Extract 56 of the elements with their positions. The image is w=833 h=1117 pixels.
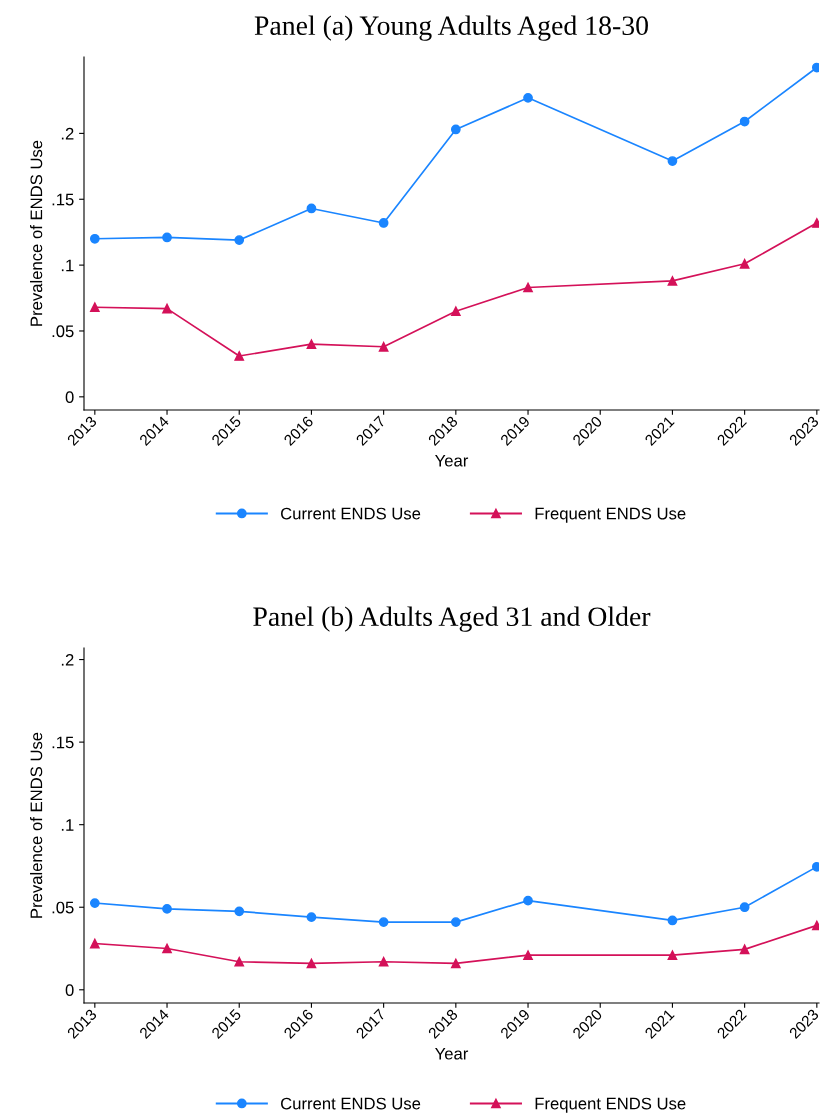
point [450, 306, 461, 317]
point [523, 950, 533, 960]
point [667, 950, 678, 960]
legend-label: Frequent ENDS Use [535, 507, 686, 523]
point [89, 233, 100, 244]
point [162, 232, 172, 243]
y-axis-title: Prevalence of ENDS Use [30, 140, 43, 326]
point [739, 944, 750, 955]
y-axis-title: Prevalence of ENDS Use [30, 732, 43, 918]
point [378, 218, 389, 228]
point [523, 92, 533, 103]
point [89, 938, 100, 949]
point [523, 895, 533, 906]
y-tick-label: .15 [52, 736, 74, 749]
y-tick-label: 0 [65, 984, 74, 996]
point [378, 341, 389, 352]
point [450, 124, 461, 135]
point [667, 915, 678, 926]
point [162, 904, 172, 914]
point [306, 203, 317, 214]
chart-title: Panel (b) Adults Aged 31 and Older [253, 606, 651, 632]
point [234, 351, 245, 361]
legend-label: Current ENDS Use [281, 1097, 421, 1110]
chart-title: Panel (a) Young Adults Aged 18-30 [254, 15, 648, 41]
point [523, 282, 533, 293]
point [89, 302, 100, 313]
y-tick-label: .05 [52, 325, 74, 338]
legend-label: Frequent ENDS Use [535, 1097, 686, 1113]
y-tick-label: .1 [61, 819, 74, 831]
point [739, 902, 750, 913]
point [162, 303, 172, 314]
point [667, 276, 678, 286]
y-tick-label: .1 [61, 259, 74, 272]
point [234, 906, 245, 917]
point [739, 116, 750, 127]
legend-label: Current ENDS Use [281, 507, 421, 520]
y-tick-label: .2 [61, 653, 74, 666]
point [306, 339, 317, 350]
point [450, 958, 461, 969]
point [162, 943, 172, 954]
y-tick-label: .15 [52, 193, 74, 206]
x-axis-title: Year [435, 454, 469, 467]
point [450, 917, 461, 927]
point [378, 956, 389, 967]
point [378, 917, 389, 927]
x-axis-title: Year [435, 1047, 469, 1060]
point [306, 958, 317, 969]
y-tick-label: 0 [65, 391, 74, 404]
point [234, 956, 245, 967]
point [667, 156, 678, 166]
point [306, 912, 317, 923]
point [234, 235, 245, 245]
point [739, 258, 750, 269]
y-tick-label: .2 [61, 127, 74, 140]
y-tick-label: .05 [52, 901, 74, 914]
point [89, 898, 100, 908]
